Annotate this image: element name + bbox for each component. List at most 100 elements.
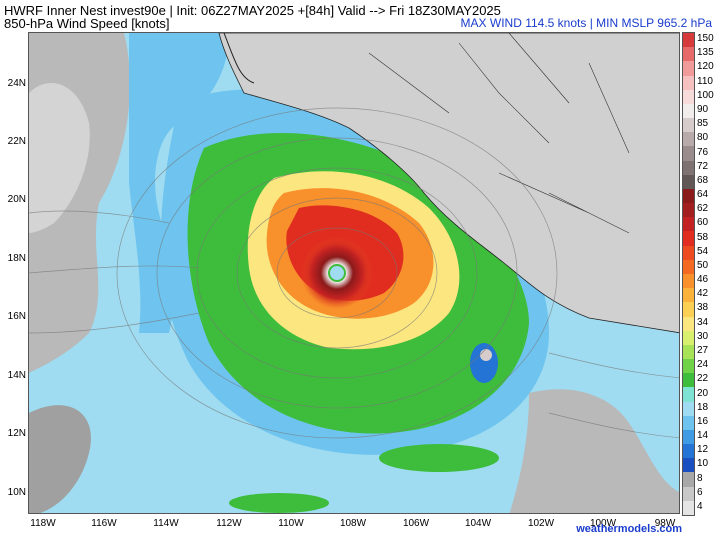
light-wind-region-west-inner <box>29 83 90 233</box>
colorbar-swatch <box>683 500 694 516</box>
colorbar-label: 18 <box>697 401 709 413</box>
lon-label: 102W <box>527 518 555 529</box>
colorbar-label: 72 <box>697 160 709 172</box>
colorbar-swatch <box>683 245 694 261</box>
lat-label: 20N <box>7 194 26 205</box>
colorbar-swatch <box>683 231 694 247</box>
colorbar-swatch <box>683 203 694 218</box>
colorbar-label: 8 <box>697 472 703 484</box>
colorbar-swatch <box>683 132 694 147</box>
colorbar-label: 135 <box>697 47 714 59</box>
colorbar-swatch <box>683 288 694 303</box>
map-title: HWRF Inner Nest invest90e | Init: 06Z27M… <box>4 3 501 18</box>
colorbar-label: 76 <box>697 146 709 158</box>
colorbar-label: 60 <box>697 217 709 229</box>
colorbar-label: 4 <box>697 500 703 512</box>
light-wind-region-southwest <box>29 405 91 513</box>
lon-label: 108W <box>339 518 367 529</box>
colorbar-swatch <box>683 401 694 417</box>
credit-watermark: weathermodels.com <box>576 523 682 535</box>
colorbar-label: 58 <box>697 231 709 243</box>
colorbar-swatch <box>683 444 694 459</box>
lon-label: 104W <box>464 518 492 529</box>
colorbar-label: 54 <box>697 245 709 257</box>
light-wind-region-southeast <box>509 389 679 513</box>
colorbar-swatch <box>683 33 694 48</box>
wind-speed-map <box>28 32 680 514</box>
colorbar-swatch <box>683 259 694 275</box>
wind-field-svg <box>29 33 679 513</box>
colorbar-swatch <box>683 146 694 162</box>
colorbar-swatch <box>683 486 694 502</box>
colorbar-label: 50 <box>697 259 709 271</box>
baja-coastline <box>223 33 255 84</box>
colorbar-label: 14 <box>697 430 709 442</box>
colorbar-label: 42 <box>697 288 709 300</box>
colorbar-swatch <box>683 302 694 318</box>
colorbar-label: 34 <box>697 316 709 328</box>
lon-label: 112W <box>216 518 242 529</box>
secondary-disturbance-core <box>480 349 492 361</box>
colorbar-label: 30 <box>697 330 709 342</box>
southern-wind-patch <box>379 444 499 472</box>
lon-label: 98W <box>654 518 676 529</box>
colorbar-label: 62 <box>697 203 709 215</box>
colorbar-swatch <box>683 188 694 204</box>
lon-label: 116W <box>91 518 117 529</box>
lat-label: 10N <box>7 487 26 498</box>
colorbar-swatch <box>683 415 694 431</box>
colorbar-label: 120 <box>697 61 714 73</box>
lon-label: 118W <box>30 518 56 529</box>
colorbar-swatch <box>683 89 694 105</box>
streamlines <box>29 107 679 439</box>
colorbar-swatch <box>683 458 694 473</box>
colorbar-swatch <box>683 160 694 176</box>
colorbar-swatch <box>683 103 694 119</box>
colorbar-swatch <box>683 274 694 289</box>
colorbar-label: 10 <box>697 458 709 470</box>
colorbar-swatch <box>683 472 694 488</box>
lon-label: 110W <box>278 518 304 529</box>
lat-label: 16N <box>7 311 26 322</box>
colorbar-label: 38 <box>697 302 709 314</box>
colorbar-swatch <box>683 330 694 346</box>
lat-label: 18N <box>7 253 26 264</box>
colorbar-label: 46 <box>697 274 709 286</box>
colorbar-label: 90 <box>697 103 709 115</box>
colorbar-swatch <box>683 61 694 77</box>
lat-label: 22N <box>7 136 26 147</box>
colorbar-label: 150 <box>697 33 714 45</box>
colorbar-swatch <box>683 387 694 403</box>
colorbar-swatch <box>683 174 694 190</box>
colorbar-swatch <box>683 359 694 374</box>
colorbar-swatch <box>683 373 694 388</box>
colorbar-label: 68 <box>697 174 709 186</box>
colorbar-swatch <box>683 118 694 133</box>
secondary-disturbance <box>470 343 498 383</box>
map-subtitle: 850-hPa Wind Speed [knots] <box>4 16 170 31</box>
lon-label: 106W <box>402 518 430 529</box>
colorbar-swatch <box>683 75 694 91</box>
lon-label: 114W <box>153 518 179 529</box>
colorbar-label: 27 <box>697 344 709 356</box>
colorbar-label: 20 <box>697 387 709 399</box>
colorbar-label: 85 <box>697 118 709 130</box>
colorbar-label: 22 <box>697 373 709 385</box>
colorbar-label: 24 <box>697 359 709 371</box>
colorbar-swatch <box>683 344 694 360</box>
southern-wind-patch-2 <box>229 493 329 513</box>
state-boundaries <box>368 33 630 234</box>
lat-label: 24N <box>7 78 26 89</box>
colorbar-label: 12 <box>697 444 709 456</box>
colorbar-swatch <box>683 429 694 445</box>
lat-label: 12N <box>7 428 26 439</box>
colorbar-swatch <box>683 316 694 332</box>
colorbar <box>682 32 695 516</box>
lat-label: 14N <box>7 370 26 381</box>
colorbar-label: 16 <box>697 415 709 427</box>
storm-stats: MAX WIND 114.5 knots | MIN MSLP 965.2 hP… <box>460 16 712 30</box>
colorbar-swatch <box>683 217 694 232</box>
wind-band-16kt-west <box>129 33 229 333</box>
hurricane-eye <box>328 264 346 282</box>
colorbar-label: 100 <box>697 89 714 101</box>
